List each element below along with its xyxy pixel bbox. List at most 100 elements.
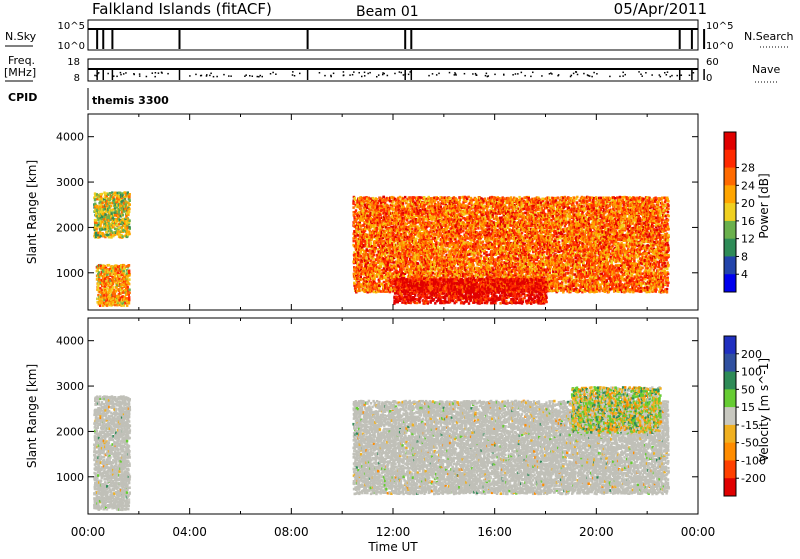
range-gate-cell bbox=[116, 224, 118, 227]
range-gate-cell bbox=[371, 238, 373, 241]
nave-dot bbox=[596, 73, 598, 75]
range-gate-cell bbox=[129, 203, 131, 206]
nave-dot bbox=[123, 73, 125, 75]
nave-dot bbox=[270, 73, 272, 75]
nave-dot bbox=[577, 74, 579, 76]
range-gate-cell bbox=[432, 272, 434, 275]
range-gate-cell bbox=[437, 246, 439, 249]
nave-dot bbox=[299, 73, 301, 75]
nave-dot bbox=[651, 74, 653, 76]
nave-dot bbox=[394, 73, 396, 75]
nave-dot bbox=[209, 75, 211, 77]
range-gate-cell bbox=[399, 196, 401, 199]
range-gate-cell bbox=[128, 208, 130, 211]
range-gate-cell bbox=[417, 227, 419, 230]
nave-dot bbox=[257, 76, 259, 78]
range-gate-cell bbox=[454, 205, 456, 208]
range-gate-cell bbox=[447, 200, 449, 203]
nave-dot bbox=[133, 74, 135, 76]
range-gate-cell bbox=[111, 209, 113, 212]
date-label: 05/Apr/2011 bbox=[614, 0, 707, 18]
range-gate-cell bbox=[123, 270, 125, 273]
range-gate-cell bbox=[387, 205, 389, 208]
range-gate-cell bbox=[447, 215, 449, 218]
range-gate-cell bbox=[417, 263, 419, 266]
range-gate-cell bbox=[122, 214, 124, 217]
range-gate-cell bbox=[406, 219, 408, 222]
nave-dot bbox=[343, 71, 345, 73]
range-gate-cell bbox=[441, 254, 443, 257]
nave-dot bbox=[449, 72, 451, 74]
range-gate-cell bbox=[454, 251, 456, 254]
range-gate-cell bbox=[383, 281, 385, 284]
range-gate-cell bbox=[391, 268, 393, 271]
nave-dot bbox=[352, 74, 354, 76]
nave-dot bbox=[515, 73, 517, 75]
nave-dot bbox=[382, 74, 384, 76]
nave-dot bbox=[455, 73, 457, 75]
range-gate-cell bbox=[442, 274, 444, 277]
nave-dot bbox=[438, 73, 440, 75]
range-gate-cell bbox=[374, 262, 376, 265]
nave-tick-top: 60 bbox=[706, 57, 719, 68]
range-gate-cell bbox=[471, 273, 473, 276]
nave-dot bbox=[358, 72, 360, 74]
nave-dot bbox=[454, 74, 456, 76]
nave-dot bbox=[223, 74, 225, 76]
range-gate-cell bbox=[128, 302, 130, 305]
range-gate-cell bbox=[456, 199, 458, 202]
nave-dot bbox=[319, 72, 321, 74]
range-gate-cell bbox=[415, 238, 417, 241]
nave-dot bbox=[216, 76, 218, 78]
range-gate-cell bbox=[110, 205, 112, 208]
nave-dot bbox=[521, 72, 523, 74]
nave-dot bbox=[113, 75, 115, 77]
range-gate-cell bbox=[434, 237, 436, 240]
range-gate-cell bbox=[447, 248, 449, 251]
range-gate-cell bbox=[128, 289, 130, 292]
nave-dot bbox=[387, 75, 389, 77]
range-gate-cell bbox=[121, 287, 123, 290]
range-gate-cell bbox=[372, 197, 374, 200]
range-gate-cell bbox=[376, 228, 378, 231]
nave-dot bbox=[676, 75, 678, 77]
nave-dot bbox=[408, 74, 410, 76]
nave-dot bbox=[252, 75, 254, 77]
range-gate-cell bbox=[112, 286, 114, 289]
range-gate-cell bbox=[386, 197, 388, 200]
range-gate-cell bbox=[389, 291, 391, 294]
range-gate-cell bbox=[447, 274, 449, 277]
range-gate-cell bbox=[462, 230, 464, 233]
nave-dot bbox=[609, 76, 611, 78]
range-gate-cell bbox=[441, 245, 443, 248]
nave-dot bbox=[464, 73, 466, 75]
range-gate-cell bbox=[395, 253, 397, 256]
nave-dot bbox=[228, 75, 230, 77]
nave-dot bbox=[512, 74, 514, 76]
range-gate-cell bbox=[406, 264, 408, 267]
nave-dot bbox=[671, 75, 673, 77]
range-gate-cell bbox=[106, 274, 108, 277]
nave-dot bbox=[201, 75, 203, 77]
nave-dot bbox=[260, 75, 262, 77]
range-gate-cell bbox=[381, 209, 383, 212]
nave-dot bbox=[524, 75, 526, 77]
nave-dot bbox=[485, 75, 487, 77]
range-gate-cell bbox=[376, 205, 378, 208]
range-gate-cell bbox=[466, 266, 468, 269]
range-gate-cell bbox=[472, 210, 474, 213]
range-gate-cell bbox=[449, 197, 451, 200]
nave-dot bbox=[292, 74, 294, 76]
nave-dot bbox=[619, 76, 621, 78]
range-gate-cell bbox=[104, 228, 106, 231]
range-gate-cell bbox=[366, 248, 368, 251]
range-gate-cell bbox=[126, 272, 128, 275]
nave-dot bbox=[382, 72, 384, 74]
nave-dot bbox=[275, 73, 277, 75]
nave-dot bbox=[591, 76, 593, 78]
range-gate-cell bbox=[451, 218, 453, 221]
nave-dot bbox=[353, 71, 355, 73]
range-gate-cell bbox=[128, 226, 130, 229]
nave-dot bbox=[503, 74, 505, 76]
nave-dot bbox=[400, 72, 402, 74]
